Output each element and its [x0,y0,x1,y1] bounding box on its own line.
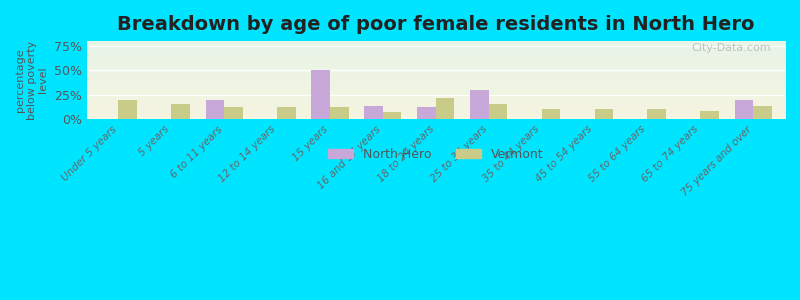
Bar [383,112,402,119]
Bar [542,110,560,119]
Bar [171,103,190,119]
Bar [489,103,507,119]
Bar [206,100,224,119]
Y-axis label: percentage
below poverty
level: percentage below poverty level [15,40,48,120]
Bar [594,110,613,119]
Bar [364,106,383,119]
Bar [418,107,436,119]
Bar [330,107,349,119]
Bar [700,111,719,119]
Bar [734,100,754,119]
Bar [470,90,489,119]
Bar [224,107,242,119]
Bar [311,70,330,119]
Bar [754,106,772,119]
Title: Breakdown by age of poor female residents in North Hero: Breakdown by age of poor female resident… [117,15,754,34]
Legend: North Hero, Vermont: North Hero, Vermont [322,143,549,166]
Bar [647,110,666,119]
Bar [436,98,454,119]
Bar [118,100,137,119]
Bar [277,107,296,119]
Text: City-Data.com: City-Data.com [691,44,771,53]
